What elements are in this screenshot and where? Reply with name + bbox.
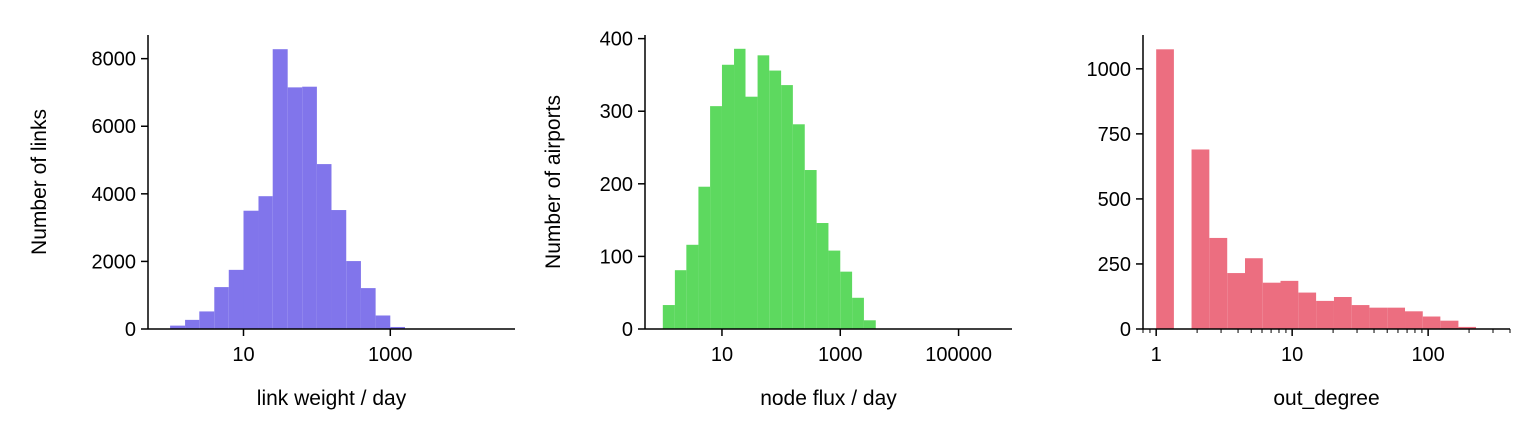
y-tick-label: 0	[1120, 319, 1131, 341]
histogram-bar	[816, 223, 829, 329]
histogram-bar	[698, 186, 711, 329]
histogram-bar	[1369, 307, 1388, 329]
histogram-bar	[745, 96, 758, 329]
x-tick-label: 1	[1151, 344, 1162, 366]
histogram-bar	[170, 325, 186, 329]
histogram-bar	[1405, 311, 1423, 329]
histogram-bar	[674, 270, 687, 329]
histogram-bar	[346, 261, 361, 329]
histogram-bar	[686, 244, 699, 329]
x-tick-label: 1000	[818, 344, 863, 366]
histogram-bar	[1351, 305, 1370, 329]
y-tick-label: 200	[600, 174, 633, 196]
histogram-bar	[287, 87, 303, 330]
histogram-bar	[769, 70, 782, 329]
histogram-bar	[1227, 273, 1245, 329]
histogram-bar	[228, 269, 244, 329]
x-tick-label: 1000	[368, 344, 413, 366]
x-axis-label: link weight / day	[257, 387, 407, 410]
histogram-bar	[1209, 237, 1228, 329]
histogram-bar	[375, 315, 391, 329]
histogram-bar	[214, 287, 229, 329]
histogram-bar	[1458, 326, 1477, 329]
y-tick-label: 4000	[92, 184, 137, 206]
histogram-bar	[840, 271, 853, 329]
histogram-bar	[390, 326, 405, 329]
histogram-bar	[243, 210, 259, 329]
histogram-bar	[1387, 307, 1406, 329]
histogram-bar	[792, 124, 805, 330]
out-degree-histogram: 0 250 500 750 1000 1 10 100 out_degree	[1087, 35, 1511, 410]
y-tick-label: 400	[600, 29, 633, 51]
y-axis-label: Number of airports	[542, 95, 565, 269]
x-tick-label: 10	[711, 344, 733, 366]
histogram-bar	[1333, 296, 1352, 329]
histogram-bar	[258, 196, 273, 329]
y-tick-label: 1000	[1087, 59, 1132, 81]
histogram-bar	[272, 49, 288, 329]
y-tick-label: 6000	[92, 116, 137, 138]
y-tick-label: 0	[622, 319, 633, 341]
histogram-bar	[781, 85, 793, 329]
histogram-bar	[1156, 49, 1174, 330]
histogram-bar	[710, 106, 722, 329]
y-tick-label: 300	[600, 101, 633, 123]
histogram-bar	[1298, 292, 1317, 329]
histogram-bar	[662, 305, 675, 329]
histogram-bar	[757, 55, 770, 329]
histogram-bar	[1316, 300, 1334, 329]
link-weight-histogram: 0 2000 4000 6000 8000 10 1000 link weight / day…	[28, 35, 515, 410]
y-tick-label: 250	[1098, 254, 1131, 276]
y-tick-label: 0	[125, 319, 136, 341]
histogram-bar	[804, 170, 817, 329]
histogram-bar	[734, 48, 746, 329]
x-axis-label: out_degree	[1273, 387, 1379, 410]
y-tick-label: 100	[600, 246, 633, 268]
histogram-bar	[1245, 258, 1263, 329]
x-tick-label: 100000	[925, 344, 992, 366]
histogram-bar	[1191, 149, 1210, 329]
y-tick-label: 2000	[92, 251, 137, 273]
histogram-bar	[185, 319, 200, 329]
y-axis-label: Number of links	[28, 109, 51, 255]
x-tick-label: 10	[232, 344, 254, 366]
histogram-bar	[1440, 320, 1459, 329]
histogram-bar	[331, 210, 347, 329]
node-flux-histogram: 0 100 200 300 400 10 1000 100000 node flux / day…	[542, 29, 1012, 410]
histogram-bar	[852, 297, 864, 329]
histogram-bar	[1262, 282, 1281, 329]
histogram-bar	[863, 320, 876, 329]
x-tick-label: 100	[1411, 344, 1444, 366]
histogram-bar	[360, 288, 376, 329]
y-tick-label: 750	[1098, 124, 1131, 146]
histogram-bar	[721, 64, 735, 329]
histogram-bar	[199, 311, 215, 329]
x-tick-label: 10	[1281, 344, 1303, 366]
y-tick-label: 500	[1098, 189, 1131, 211]
histogram-bar	[1280, 280, 1299, 329]
x-axis-label: node flux / day	[760, 387, 897, 410]
histogram-bar	[302, 86, 317, 329]
histogram-bar	[1422, 316, 1441, 329]
histogram-bar	[316, 164, 332, 329]
y-tick-label: 8000	[92, 49, 137, 71]
histogram-bar	[828, 250, 841, 329]
